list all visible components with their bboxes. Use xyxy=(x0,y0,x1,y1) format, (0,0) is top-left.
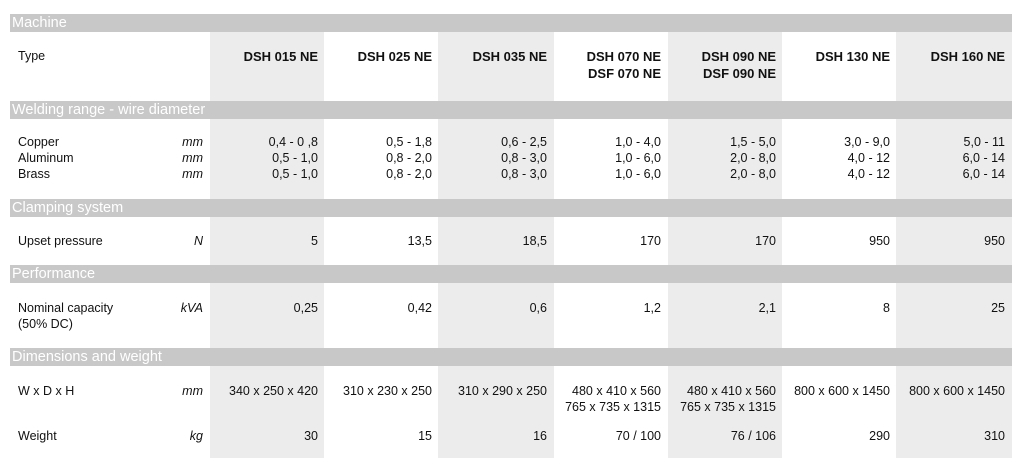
capacity-cell: 1,2 xyxy=(643,301,661,315)
copper-cell: 1,5 - 5,0 xyxy=(730,135,776,149)
weight-label: Weight xyxy=(18,429,57,443)
model-header: DSH 090 NE DSF 090 NE xyxy=(701,49,776,81)
dimensions-cell: 800 x 600 x 1450 xyxy=(794,384,890,398)
section-dimensions-weight: Dimensions and weight xyxy=(10,348,1012,366)
weight-cell: 76 / 106 xyxy=(730,429,776,443)
unit-label: mm xyxy=(182,167,203,181)
weight-cell: 310 xyxy=(984,429,1005,443)
weight-cell: 70 / 100 xyxy=(615,429,661,443)
copper-cell: 3,0 - 9,0 xyxy=(844,135,890,149)
brass-cell: 6,0 - 14 xyxy=(962,167,1005,181)
unit-label: kg xyxy=(189,429,203,443)
unit-label: N xyxy=(193,234,203,248)
dimensions-cell: 480 x 410 x 560 765 x 735 x 1315 xyxy=(680,384,776,414)
section-clamping-system: Clamping system xyxy=(10,199,1012,217)
brass-cell: 0,5 - 1,0 xyxy=(272,167,318,181)
weight-cell: 16 xyxy=(533,429,547,443)
brass-cell: 2,0 - 8,0 xyxy=(730,167,776,181)
capacity-cell: 8 xyxy=(883,301,890,315)
dimensions-cell: 480 x 410 x 560 765 x 735 x 1315 xyxy=(565,384,661,414)
aluminum-cell: 0,5 - 1,0 xyxy=(272,151,318,165)
unit-label: mm xyxy=(182,135,203,149)
brass-cell: 0,8 - 2,0 xyxy=(386,167,432,181)
brass-cell: 0,8 - 3,0 xyxy=(501,167,547,181)
model-header: DSH 015 NE xyxy=(243,49,318,64)
section-welding-range: Welding range - wire diameter xyxy=(10,101,1012,119)
copper-cell: 0,5 - 1,8 xyxy=(386,135,432,149)
capacity-cell: 2,1 xyxy=(758,301,776,315)
aluminum-cell: 1,0 - 6,0 xyxy=(615,151,661,165)
nominal-capacity-label: Nominal capacity (50% DC) xyxy=(18,301,114,331)
upset-pressure-cell: 170 xyxy=(640,234,661,248)
section-performance: Performance xyxy=(10,265,1012,283)
upset-pressure-cell: 950 xyxy=(869,234,890,248)
upset-pressure-cell: 18,5 xyxy=(522,234,547,248)
aluminum-label: Aluminum xyxy=(18,151,74,165)
dimensions-cell: 800 x 600 x 1450 xyxy=(909,384,1005,398)
unit-label: mm xyxy=(182,151,203,165)
upset-pressure-cell: 5 xyxy=(311,234,318,248)
brass-label: Brass xyxy=(18,167,50,181)
capacity-cell: 25 xyxy=(991,301,1005,315)
copper-label: Copper xyxy=(18,135,59,149)
weight-cell: 15 xyxy=(418,429,432,443)
copper-cell: 0,6 - 2,5 xyxy=(501,135,547,149)
brass-cell: 1,0 - 6,0 xyxy=(615,167,661,181)
brass-cell: 4,0 - 12 xyxy=(847,167,890,181)
model-header: DSH 130 NE xyxy=(815,49,890,64)
aluminum-cell: 2,0 - 8,0 xyxy=(730,151,776,165)
aluminum-cell: 6,0 - 14 xyxy=(962,151,1005,165)
copper-cell: 5,0 - 11 xyxy=(963,135,1005,149)
weight-cell: 290 xyxy=(869,429,890,443)
upset-pressure-cell: 13,5 xyxy=(407,234,432,248)
aluminum-cell: 4,0 - 12 xyxy=(847,151,890,165)
aluminum-cell: 0,8 - 2,0 xyxy=(386,151,432,165)
type-label: Type xyxy=(18,49,46,63)
weight-cell: 30 xyxy=(304,429,318,443)
upset-pressure-cell: 950 xyxy=(984,234,1005,248)
upset-pressure-cell: 170 xyxy=(755,234,776,248)
capacity-cell: 0,42 xyxy=(407,301,432,315)
dimensions-cell: 310 x 230 x 250 xyxy=(343,384,432,398)
copper-cell: 1,0 - 4,0 xyxy=(615,135,661,149)
model-header: DSH 160 NE xyxy=(930,49,1005,64)
copper-cell: 0,4 - 0 ,8 xyxy=(268,135,318,149)
section-machine: Machine xyxy=(10,14,1012,32)
dimensions-cell: 340 x 250 x 420 xyxy=(229,384,318,398)
aluminum-cell: 0,8 - 3,0 xyxy=(501,151,547,165)
model-header: DSH 035 NE xyxy=(472,49,547,64)
unit-label: mm xyxy=(182,384,203,398)
model-header: DSH 025 NE xyxy=(357,49,432,64)
upset-pressure-label: Upset pressure xyxy=(18,234,103,248)
dimensions-cell: 310 x 290 x 250 xyxy=(458,384,547,398)
unit-label: kVA xyxy=(180,301,203,315)
dimensions-label: W x D x H xyxy=(18,384,75,398)
model-header: DSH 070 NE DSF 070 NE xyxy=(586,49,661,81)
capacity-cell: 0,25 xyxy=(293,301,318,315)
capacity-cell: 0,6 xyxy=(529,301,547,315)
